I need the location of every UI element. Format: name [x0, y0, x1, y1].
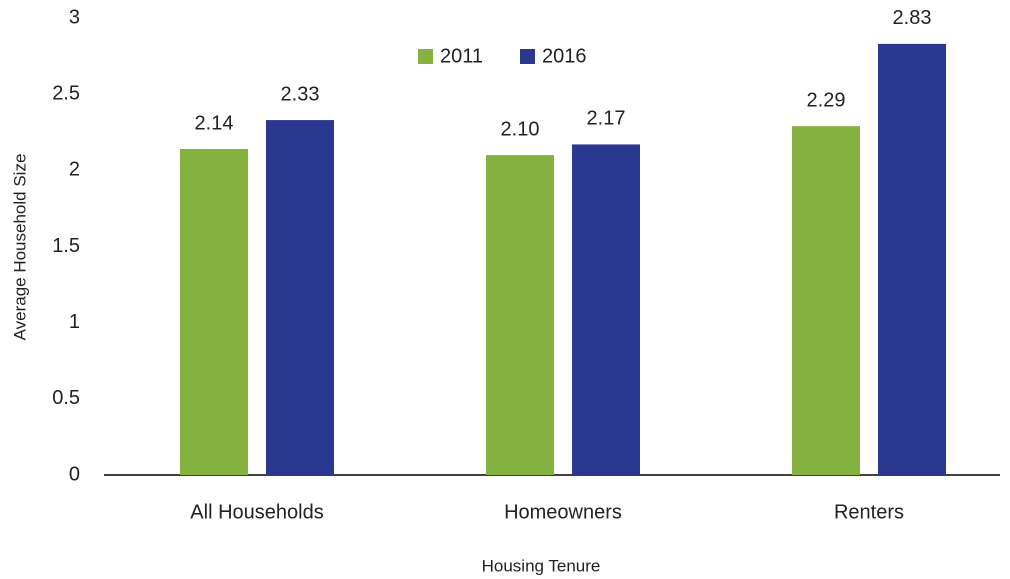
- data-label: 2.33: [281, 83, 320, 105]
- x-tick-label: All Households: [190, 501, 323, 523]
- bar: [572, 144, 640, 476]
- x-tick-label: Homeowners: [504, 501, 622, 523]
- y-tick-label: 2: [69, 159, 80, 181]
- data-label: 2.17: [587, 108, 626, 130]
- bar: [792, 126, 860, 475]
- bar: [486, 155, 554, 475]
- y-tick-label: 1: [69, 311, 80, 333]
- y-tick-label: 3: [69, 6, 80, 28]
- y-tick-label: 1.5: [52, 235, 80, 257]
- bar: [180, 149, 248, 476]
- bar: [266, 120, 334, 476]
- y-tick-label: 2.5: [52, 82, 80, 104]
- y-tick-label: 0.5: [52, 387, 80, 409]
- legend-label: 2011: [440, 45, 483, 67]
- data-label: 2.14: [195, 112, 234, 134]
- legend-swatch: [520, 49, 535, 64]
- y-axis-title: Average Household Size: [10, 154, 29, 341]
- data-label: 2.10: [501, 118, 540, 140]
- x-tick-label: Renters: [834, 501, 904, 523]
- x-axis-title: Housing Tenure: [482, 556, 601, 575]
- data-label: 2.83: [893, 7, 932, 29]
- y-tick-label: 0: [69, 463, 80, 485]
- legend-label: 2016: [542, 45, 587, 67]
- bar: [878, 43, 946, 475]
- legend-swatch: [418, 49, 433, 64]
- data-label: 2.29: [807, 89, 846, 111]
